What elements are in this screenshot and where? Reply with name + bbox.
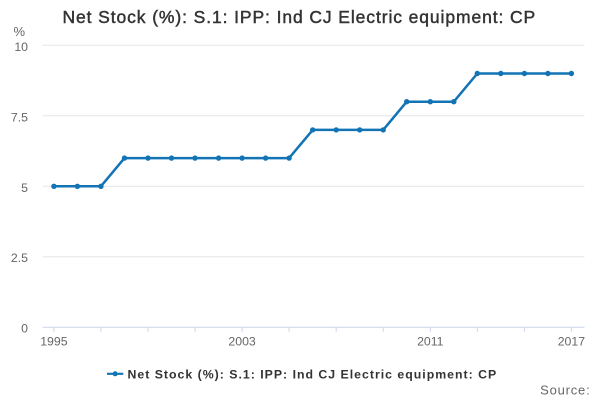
svg-text:2017: 2017: [558, 335, 586, 349]
svg-text:7.5: 7.5: [11, 110, 28, 124]
svg-text:0: 0: [21, 321, 28, 335]
svg-text:2011: 2011: [417, 335, 444, 349]
svg-text:1995: 1995: [40, 335, 68, 349]
svg-text:5: 5: [21, 181, 28, 195]
svg-text:%: %: [14, 24, 26, 39]
svg-text:10: 10: [14, 40, 28, 54]
svg-text:Net Stock (%): S.1: IPP: Ind C: Net Stock (%): S.1: IPP: Ind CJ Electric…: [128, 367, 498, 381]
svg-text:2.5: 2.5: [11, 251, 28, 265]
svg-text:Net Stock (%): S.1: IPP: Ind C: Net Stock (%): S.1: IPP: Ind CJ Electric…: [62, 7, 536, 27]
svg-text:2003: 2003: [228, 335, 256, 349]
svg-text:Source:: Source:: [540, 383, 590, 398]
